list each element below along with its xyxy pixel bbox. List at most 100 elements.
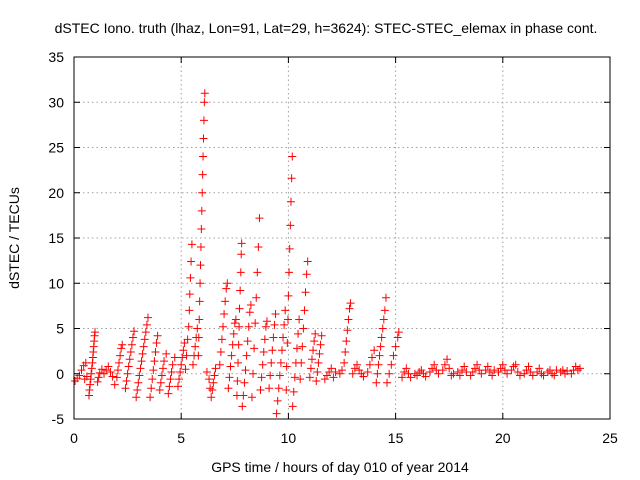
data-point-marker [285,244,294,253]
data-point-marker [285,268,294,277]
data-point-marker [167,367,176,376]
data-point-marker [250,344,259,353]
data-point-marker [220,310,229,319]
data-point-marker [222,284,231,293]
data-point-marker [297,358,306,367]
data-point-marker [164,389,173,398]
data-point-marker [234,340,243,349]
data-point-marker [121,384,130,393]
data-point-marker [509,362,518,371]
data-point-marker [236,268,245,277]
data-point-marker [97,365,106,374]
data-point-marker [284,291,293,300]
data-point-marker [286,197,295,206]
data-point-marker [473,360,482,369]
y-tick-label: 15 [48,230,64,246]
data-point-marker [294,329,303,338]
data-point-marker [140,335,149,344]
data-point-marker [125,355,134,364]
data-point-marker [287,174,296,183]
data-point-marker [302,270,311,279]
data-point-marker [251,319,260,328]
data-point-marker [496,364,505,373]
data-point-marker [102,366,111,375]
data-point-marker [239,391,248,400]
data-point-marker [258,360,267,369]
data-point-marker [168,360,177,369]
data-point-marker [376,342,385,351]
data-point-marker [143,313,152,322]
data-point-marker [503,369,512,378]
data-point-marker [211,364,220,373]
data-point-marker [468,367,477,376]
data-point-marker [87,369,96,378]
data-point-marker [182,351,191,360]
y-tick-label: 20 [48,185,64,201]
data-point-marker [235,322,244,331]
data-point-marker [126,348,135,357]
data-point-marker [389,351,398,360]
data-point-marker [202,367,211,376]
data-point-marker [375,351,384,360]
data-point-marker [428,364,437,373]
data-point-marker [421,372,430,381]
x-tick-label: 20 [495,430,511,446]
y-tick-label: 25 [48,140,64,156]
data-point-marker [238,402,247,411]
data-point-marker [191,342,200,351]
data-point-marker [377,333,386,342]
data-point-marker [381,293,390,302]
data-point-marker [533,367,542,376]
data-point-marker [276,358,285,367]
data-point-marker [181,365,190,374]
data-point-marker [77,366,86,375]
data-point-marker [100,369,109,378]
data-point-marker [241,366,250,375]
data-point-marker [244,322,253,331]
data-point-marker [292,344,301,353]
data-point-marker [179,346,188,355]
data-point-marker [187,257,196,266]
data-point-marker [136,364,145,373]
data-point-marker [571,362,580,371]
data-point-marker [322,371,331,380]
data-point-marker [196,261,205,270]
data-point-marker [283,338,292,347]
data-point-marker [249,369,258,378]
data-point-marker [289,387,298,396]
data-point-marker [205,375,214,384]
data-point-marker [485,367,494,376]
data-point-marker [303,257,312,266]
data-point-marker [133,386,142,395]
data-point-marker [383,378,392,387]
data-point-marker [309,346,318,355]
data-point-marker [117,344,126,353]
data-point-marker [137,357,146,366]
data-point-marker [455,371,464,380]
data-point-marker [223,279,232,288]
data-point-marker [210,371,219,380]
data-point-marker [348,369,357,378]
data-point-marker [252,293,261,302]
axis-ticks [73,56,611,420]
data-point-marker [206,384,215,393]
data-point-marker [393,333,402,342]
data-point-marker [185,290,194,299]
data-point-marker [417,366,426,375]
data-point-marker [539,371,548,380]
data-point-marker [277,346,286,355]
data-point-marker [573,366,582,375]
data-point-marker [127,340,136,349]
data-point-marker [296,375,305,384]
data-point-marker [288,402,297,411]
data-point-marker [194,351,203,360]
data-point-marker [234,358,243,367]
y-tick-label: -5 [52,411,65,427]
data-point-marker [434,369,443,378]
data-point-marker [271,310,280,319]
data-point-marker [520,369,529,378]
data-point-marker [237,239,246,248]
data-point-marker [567,369,576,378]
y-tick-label: 30 [48,94,64,110]
data-point-marker [166,375,175,384]
